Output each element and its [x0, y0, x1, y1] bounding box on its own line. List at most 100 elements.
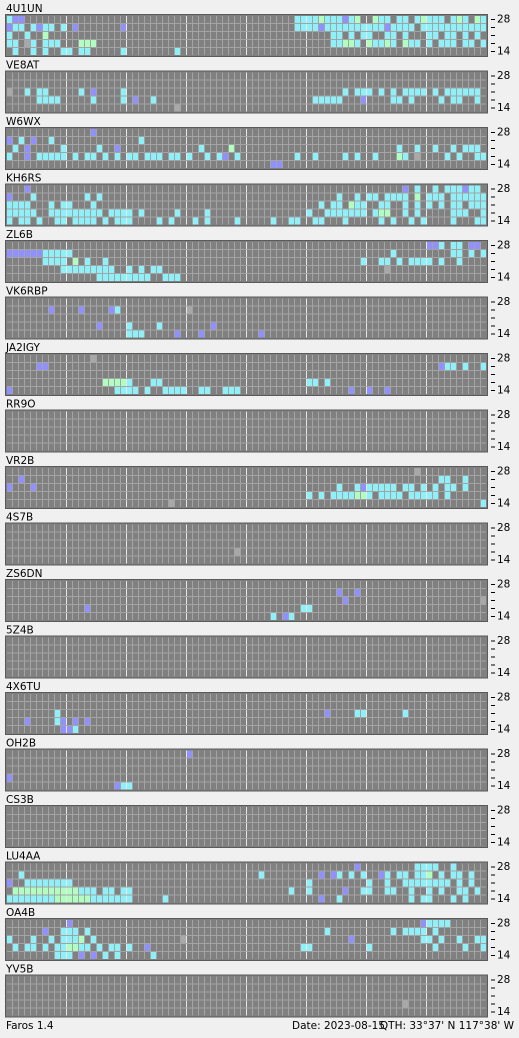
signal-cell [7, 201, 12, 209]
signal-cell [469, 193, 474, 201]
signal-cell [397, 153, 402, 160]
signal-cell [463, 185, 468, 193]
signal-cell [121, 24, 126, 31]
signal-cell [439, 363, 444, 370]
signal-cell [91, 129, 96, 136]
signal-cell [61, 944, 66, 951]
signal-cell [67, 209, 72, 217]
signal-cell [331, 201, 336, 209]
signal-cell [49, 153, 54, 160]
signal-cell [157, 322, 162, 330]
signal-cell [187, 750, 192, 758]
signal-cell [103, 952, 108, 959]
signal-cell [175, 153, 180, 160]
signal-cell [457, 185, 462, 193]
signal-cell [7, 193, 12, 201]
signal-cell [343, 887, 348, 895]
signal-cell [325, 928, 330, 935]
signal-cell [385, 879, 390, 887]
signal-cell [55, 258, 60, 265]
signal-cell [439, 201, 444, 209]
signal-cell [271, 217, 276, 225]
signal-cell [73, 153, 78, 160]
signal-cell [475, 185, 480, 193]
signal-cell [145, 944, 150, 951]
station-panel: W6WX 28 14 [5, 116, 511, 171]
signal-cell [85, 258, 90, 265]
signal-cell [355, 201, 360, 209]
signal-cell [427, 879, 432, 887]
station-call: W6WX [6, 116, 41, 128]
signal-cell [235, 387, 240, 394]
band-label-bottom: 14 [497, 159, 511, 171]
signal-cell [391, 217, 396, 225]
signal-cell [127, 944, 132, 951]
band-label-bottom: 14 [497, 724, 511, 736]
signal-cell [343, 24, 348, 31]
signal-cell [121, 387, 126, 394]
signal-cell [457, 936, 462, 943]
signal-cell [451, 24, 456, 31]
signal-cell [373, 40, 378, 47]
signal-cell [205, 153, 210, 160]
signal-cell [43, 48, 48, 55]
signal-cell [331, 24, 336, 31]
signal-cell [421, 920, 426, 927]
signal-cell [91, 96, 96, 104]
signal-cell [37, 250, 42, 257]
signal-cell [427, 492, 432, 499]
band-label-bottom: 14 [497, 950, 511, 962]
signal-cell [415, 145, 420, 152]
signal-cell [445, 32, 450, 39]
band-label-bottom: 14 [497, 328, 511, 340]
signal-cell [31, 484, 36, 491]
signal-cell [49, 895, 54, 903]
signal-cell [277, 161, 282, 168]
signal-cell [25, 201, 30, 209]
signal-cell [37, 887, 42, 895]
signal-cell [127, 782, 132, 790]
signal-cell [331, 16, 336, 23]
signal-cell [79, 952, 84, 959]
signal-cell [19, 209, 24, 217]
signal-cell [427, 920, 432, 927]
signal-cell [43, 944, 48, 951]
signal-cell [97, 944, 102, 951]
signal-cell [115, 145, 120, 152]
signal-cell [361, 710, 366, 717]
signal-cell [427, 871, 432, 879]
signal-cell [349, 492, 354, 499]
signal-cell [439, 258, 444, 265]
signal-cell [163, 895, 168, 903]
signal-cell [451, 145, 456, 152]
signal-cell [391, 88, 396, 96]
signal-cell [25, 32, 30, 39]
signal-cell [79, 944, 84, 951]
signal-cell [193, 217, 198, 225]
signal-cell [73, 24, 78, 31]
signal-cell [85, 605, 90, 612]
signal-cell [457, 88, 462, 96]
signal-cell [289, 887, 294, 895]
signal-cell [385, 266, 390, 273]
signal-cell [85, 209, 90, 217]
signal-cell [427, 201, 432, 209]
signal-cell [415, 193, 420, 201]
signal-cell [433, 24, 438, 31]
signal-cell [481, 363, 486, 370]
signal-cell [127, 887, 132, 895]
signal-cell [409, 492, 414, 499]
signal-cell [73, 258, 78, 265]
signal-cell [121, 209, 126, 217]
signal-cell [313, 153, 318, 160]
signal-cell [367, 879, 372, 887]
band-label-top: 28 [497, 579, 510, 591]
station-panel: VE8AT 28 14 [5, 60, 511, 114]
signal-cell [7, 879, 12, 887]
signal-cell [109, 274, 114, 281]
signal-cell [43, 258, 48, 265]
signal-cell [331, 32, 336, 39]
signal-cell [475, 96, 480, 104]
signal-cell [469, 88, 474, 96]
signal-cell [85, 928, 90, 935]
